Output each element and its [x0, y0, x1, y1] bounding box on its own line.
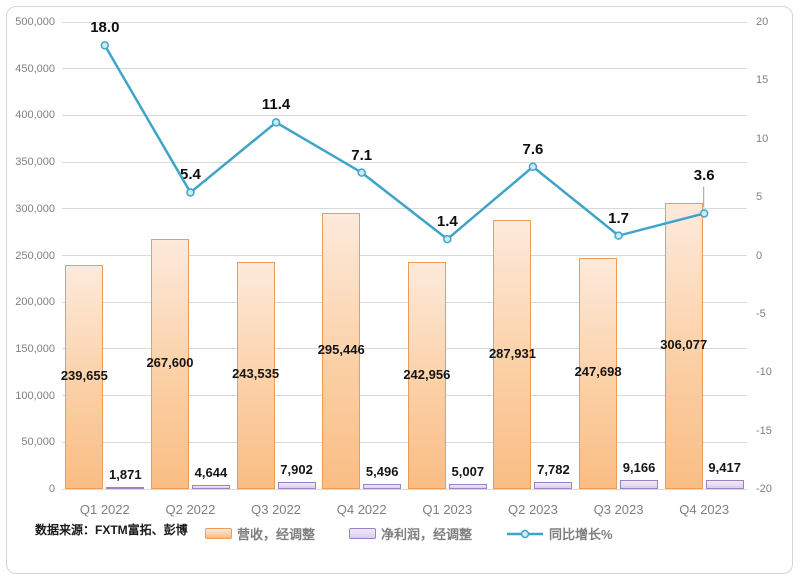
profit-value-label: 5,007 — [451, 464, 485, 480]
profit-bar — [448, 484, 487, 489]
growth-line-swatch-icon — [507, 529, 544, 538]
growth-marker — [443, 234, 452, 244]
right-axis-tick-label: 20 — [756, 16, 769, 28]
h-gridline — [62, 348, 747, 350]
left-axis-tick-label: 250,000 — [15, 249, 55, 262]
right-axis-tick-label: -5 — [756, 307, 766, 320]
left-axis-tick-label: 350,000 — [15, 156, 55, 169]
source-note: 数据来源：FXTM富拓、彭博 — [35, 523, 188, 537]
h-gridline — [62, 21, 747, 23]
profit-bar — [534, 481, 573, 489]
legend-item: 营收，经调整 — [205, 524, 315, 543]
growth-value-label: 1.4 — [436, 213, 458, 231]
growth-value-label: 7.1 — [351, 146, 373, 164]
profit-value-label: 7,902 — [280, 461, 313, 477]
h-gridline — [62, 395, 747, 397]
growth-marker — [528, 162, 538, 172]
growth-value-label: 1.7 — [608, 209, 629, 227]
h-gridline — [62, 161, 747, 163]
growth-marker — [614, 231, 623, 240]
left-axis-tick-label: 450,000 — [15, 62, 55, 75]
growth-marker — [186, 188, 195, 197]
right-axis-tick-label: -10 — [756, 366, 772, 379]
left-axis-tick-label: 300,000 — [15, 202, 55, 215]
right-axis-tick-label: 5 — [756, 191, 763, 204]
chart-legend: 营收，经调整 净利润，经调整 同比增长% — [205, 524, 613, 543]
left-axis-tick-label: 200,000 — [15, 296, 55, 309]
legend-label: 净利润，经调整 — [381, 527, 473, 542]
right-axis-tick-label: 0 — [756, 249, 763, 262]
profit-bar — [277, 481, 316, 489]
profit-value-label: 7,782 — [537, 461, 570, 477]
growth-value-label: 5.4 — [180, 166, 201, 184]
revenue-value-label: 243,535 — [232, 366, 280, 382]
category-label: Q3 2022 — [251, 502, 301, 517]
revenue-value-label: 247,698 — [574, 364, 622, 380]
growth-value-label: 7.6 — [522, 140, 544, 158]
left-axis-tick-label: 500,000 — [15, 16, 55, 28]
h-gridline — [62, 301, 747, 303]
h-gridline — [62, 441, 747, 443]
right-axis-tick-label: 10 — [756, 132, 769, 145]
category-label: Q2 2022 — [165, 502, 216, 517]
revenue-bar — [664, 203, 703, 489]
left-axis-tick-label: 400,000 — [15, 109, 55, 122]
revenue-bar — [407, 262, 446, 489]
growth-marker — [357, 168, 366, 177]
h-gridline — [62, 488, 747, 490]
profit-bar — [705, 480, 744, 489]
profit-value-label: 9,417 — [708, 460, 741, 476]
right-axis-tick-label: 15 — [756, 74, 769, 87]
revenue-bar — [493, 220, 532, 489]
category-label: Q3 2023 — [593, 502, 644, 517]
category-label: Q1 2023 — [422, 502, 473, 517]
revenue-value-label: 239,655 — [60, 368, 108, 384]
profit-bar — [106, 487, 145, 489]
category-label: Q4 2023 — [679, 502, 730, 517]
legend-label: 营收，经调整 — [237, 527, 316, 542]
h-gridline — [62, 208, 747, 210]
growth-value-label: 11.4 — [261, 96, 291, 114]
profit-swatch-icon — [349, 528, 377, 539]
revenue-bar — [579, 257, 618, 489]
category-label: Q2 2023 — [508, 502, 558, 517]
profit-bar — [620, 480, 659, 489]
growth-marker — [271, 118, 281, 127]
category-label: Q1 2022 — [79, 502, 130, 517]
revenue-value-label: 287,931 — [488, 345, 536, 361]
revenue-value-label: 242,956 — [403, 366, 451, 382]
left-axis-tick-label: 100,000 — [15, 389, 55, 402]
legend-item: 净利润，经调整 — [349, 524, 472, 543]
revenue-swatch-icon — [205, 528, 232, 539]
legend-label: 同比增长% — [549, 527, 613, 542]
left-axis-tick-label: 0 — [48, 483, 55, 495]
growth-marker — [100, 41, 110, 50]
legend-item: 同比增长% — [506, 524, 613, 543]
revenue-value-label: 295,446 — [317, 342, 365, 358]
left-axis-tick-label: 150,000 — [15, 342, 55, 355]
profit-value-label: 1,871 — [109, 467, 142, 482]
left-axis-tick-label: 50,000 — [21, 436, 55, 449]
revenue-bar — [65, 265, 104, 489]
profit-value-label: 5,496 — [365, 463, 399, 479]
right-axis-tick-label: -20 — [756, 483, 772, 495]
growth-value-label: 18.0 — [90, 19, 120, 37]
category-label: Q4 2022 — [336, 502, 387, 517]
h-gridline — [62, 114, 747, 116]
profit-bar — [191, 484, 230, 489]
profit-value-label: 9,166 — [622, 460, 656, 476]
right-axis-tick-label: -15 — [756, 424, 772, 437]
h-gridline — [62, 68, 747, 70]
profit-bar — [363, 483, 402, 489]
growth-value-label: 3.6 — [693, 167, 715, 185]
h-gridline — [62, 255, 747, 256]
revenue-bar — [236, 261, 275, 489]
profit-value-label: 4,644 — [194, 464, 228, 480]
revenue-value-label: 306,077 — [660, 337, 708, 353]
revenue-value-label: 267,600 — [146, 355, 194, 371]
revenue-bar — [322, 213, 361, 489]
